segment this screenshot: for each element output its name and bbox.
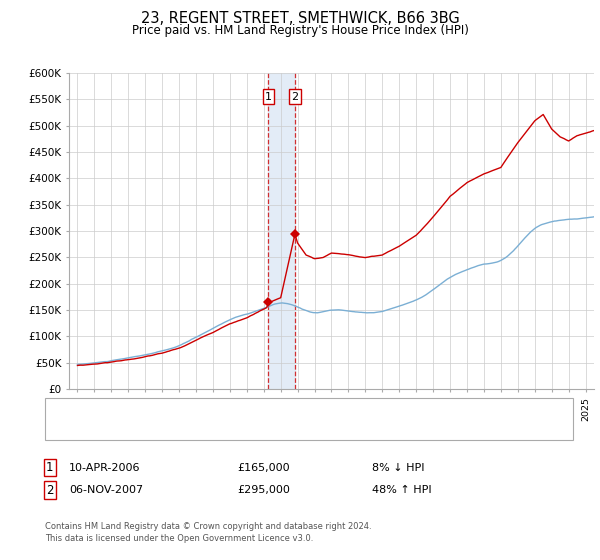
Text: £295,000: £295,000: [237, 485, 290, 495]
Text: Price paid vs. HM Land Registry's House Price Index (HPI): Price paid vs. HM Land Registry's House …: [131, 24, 469, 36]
Text: 23, REGENT STREET, SMETHWICK, B66 3BG (detached house): 23, REGENT STREET, SMETHWICK, B66 3BG (d…: [98, 404, 419, 414]
Text: 1: 1: [46, 461, 53, 474]
Text: 2: 2: [46, 483, 53, 497]
Text: £165,000: £165,000: [237, 463, 290, 473]
Text: 1: 1: [265, 91, 272, 101]
Text: 8% ↓ HPI: 8% ↓ HPI: [372, 463, 425, 473]
Text: 10-APR-2006: 10-APR-2006: [69, 463, 140, 473]
Text: 06-NOV-2007: 06-NOV-2007: [69, 485, 143, 495]
Text: 2: 2: [292, 91, 298, 101]
Text: HPI: Average price, detached house, Sandwell: HPI: Average price, detached house, Sand…: [98, 424, 338, 434]
Text: 23, REGENT STREET, SMETHWICK, B66 3BG: 23, REGENT STREET, SMETHWICK, B66 3BG: [140, 11, 460, 26]
Text: Contains HM Land Registry data © Crown copyright and database right 2024.
This d: Contains HM Land Registry data © Crown c…: [45, 522, 371, 543]
Bar: [268, 73, 295, 389]
Text: 48% ↑ HPI: 48% ↑ HPI: [372, 485, 431, 495]
